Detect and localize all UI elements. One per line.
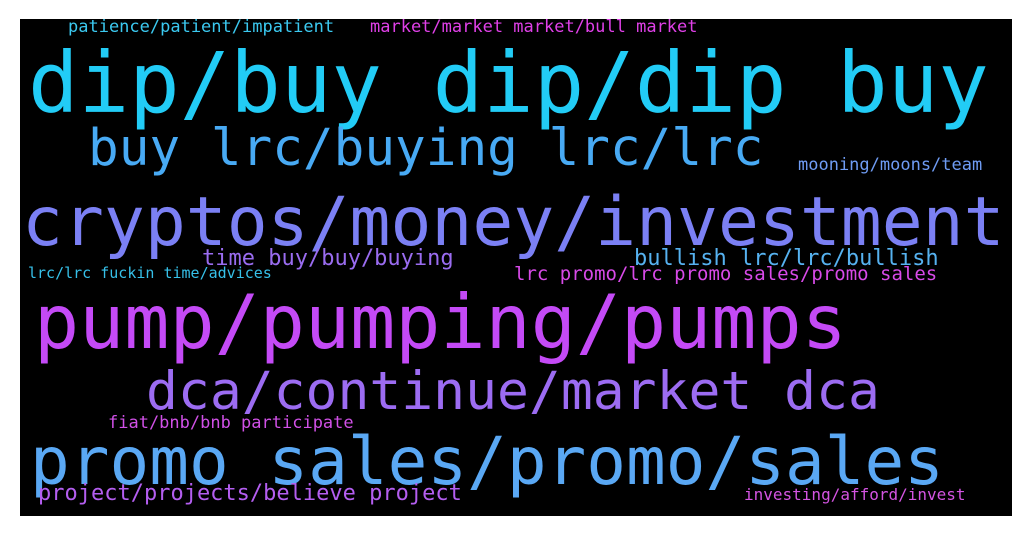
word-time-buy: time buy/buy/buying	[202, 246, 454, 271]
word-market: market/market market/bull market	[370, 19, 698, 37]
word-investing: investing/afford/invest	[744, 485, 966, 504]
word-lrc-fuckin: lrc/lrc fuckin time/advices	[28, 264, 272, 282]
word-pump: pump/pumping/pumps	[34, 278, 847, 366]
word-cryptos: cryptos/money/investment	[22, 183, 1005, 262]
word-dca: dca/continue/market dca	[146, 361, 880, 422]
word-cloud: patience/patient/impatient market/market…	[20, 19, 1012, 516]
word-patience: patience/patient/impatient	[68, 19, 335, 37]
word-lrc-promo: lrc promo/lrc promo sales/promo sales	[514, 263, 938, 285]
word-buy-lrc: buy lrc/buying lrc/lrc	[88, 119, 764, 178]
word-project: project/projects/believe project	[38, 481, 462, 506]
word-bullish: bullish lrc/lrc/bullish	[634, 246, 939, 271]
word-dip-buy: dip/buy dip/dip buy	[28, 34, 989, 132]
word-fiat: fiat/bnb/bnb participate	[108, 413, 354, 433]
word-mooning: mooning/moons/team	[798, 155, 983, 175]
word-promo-sales: promo sales/promo/sales	[30, 423, 944, 500]
